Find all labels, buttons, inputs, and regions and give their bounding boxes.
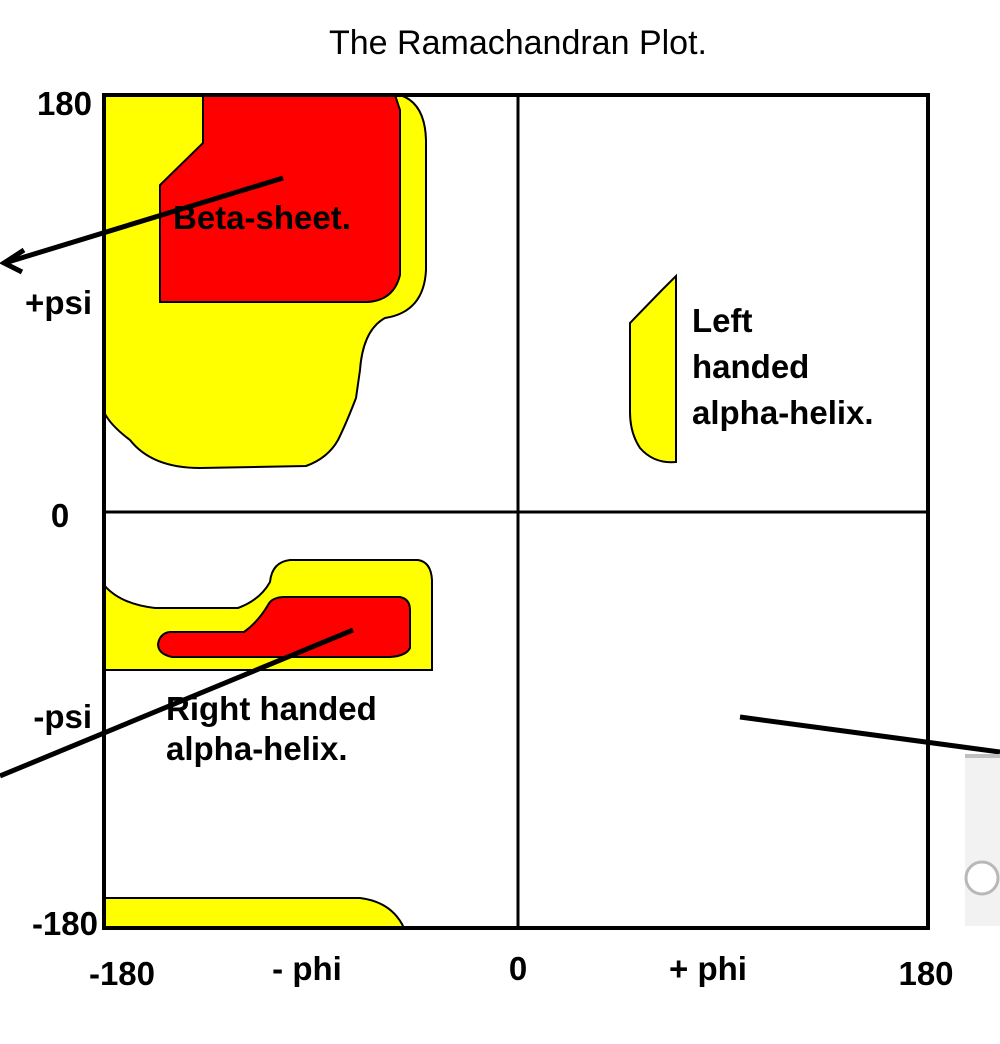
- left-alpha-allowed-region: [629, 273, 677, 464]
- right-alpha-label-line2: alpha-helix.: [166, 730, 348, 767]
- empty-quadrant-pointer-line: [739, 714, 1000, 755]
- y-label-plus-psi: +psi: [25, 284, 92, 321]
- x-label-plus-phi: + phi: [669, 950, 747, 987]
- right-alpha-favored-region: [156, 596, 411, 658]
- y-tick-0: 0: [51, 497, 69, 534]
- x-tick-0: 0: [509, 950, 527, 987]
- plot-border: [102, 93, 930, 930]
- x-tick-180: 180: [898, 955, 953, 992]
- right-alpha-label-line1: Right handed: [166, 690, 377, 727]
- left-alpha-label-line1: Left: [692, 302, 753, 339]
- beta-sheet-label: Beta-sheet.: [173, 199, 351, 236]
- beta-sheet-arrowhead: [0, 247, 26, 275]
- overlap-panel-fragment: [965, 756, 1000, 926]
- radio-button-fragment[interactable]: [964, 860, 1000, 896]
- right-alpha-pointer-line: [0, 627, 354, 779]
- left-alpha-label-line2: handed: [692, 348, 809, 385]
- x-label-minus-phi: - phi: [272, 950, 342, 987]
- y-label-minus-psi: -psi: [33, 698, 92, 735]
- beta-sheet-pointer-line: [7, 175, 284, 265]
- x-tick-minus-180: -180: [89, 955, 155, 992]
- y-tick-180: 180: [37, 85, 92, 122]
- beta-sheet-favored-region: [159, 94, 401, 303]
- plot-title: The Ramachandran Plot.: [329, 24, 707, 62]
- bottom-allowed-region: [103, 897, 406, 929]
- left-alpha-label-line3: alpha-helix.: [692, 394, 874, 431]
- y-tick-minus-180: -180: [32, 905, 98, 942]
